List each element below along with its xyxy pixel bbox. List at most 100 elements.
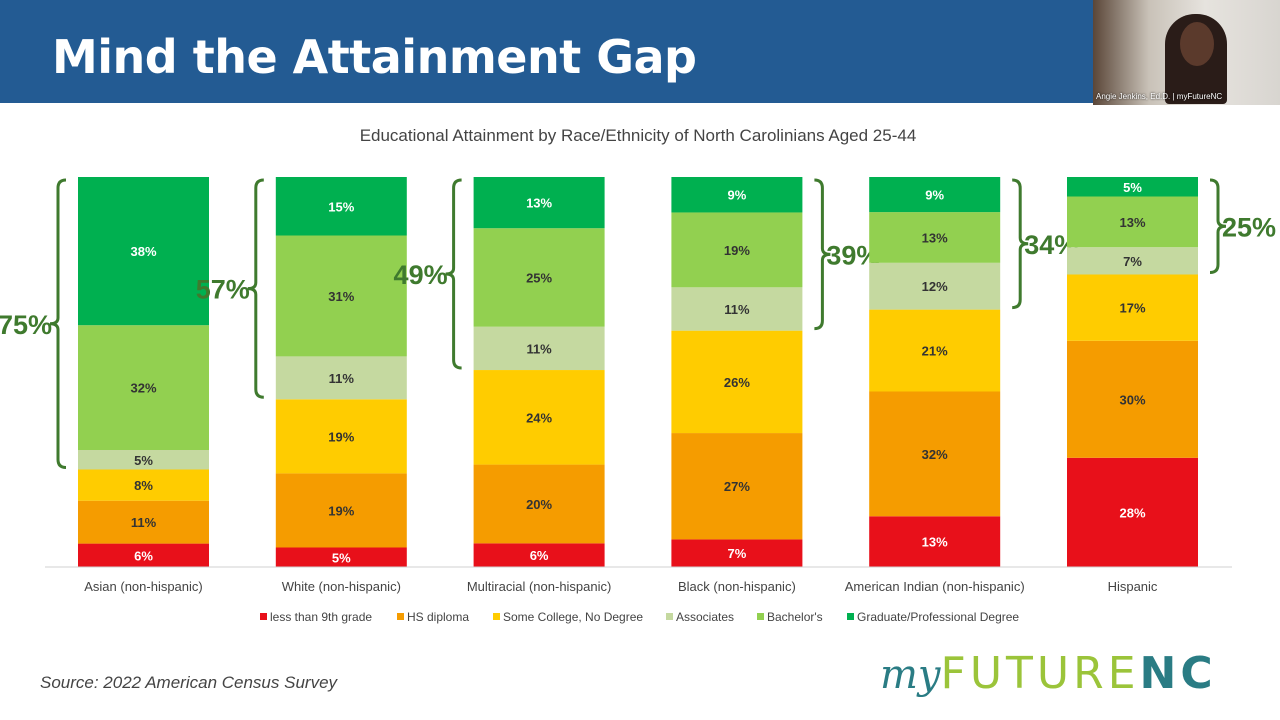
bar-segment — [671, 177, 803, 213]
bar-segment — [869, 212, 1001, 263]
bar-segment — [671, 433, 803, 540]
bracket — [445, 178, 462, 370]
bar-segment — [473, 543, 605, 567]
bar-segment — [275, 356, 407, 400]
bar-segment — [1067, 340, 1198, 458]
category-label: White (non-hispanic) — [282, 579, 401, 594]
bar-segment — [275, 399, 407, 474]
bar-segment — [473, 177, 605, 229]
data-label: 19% — [328, 429, 354, 444]
legend-label: HS diploma — [407, 610, 469, 624]
bracket-total-label: 57% — [196, 275, 250, 305]
myfuturenc-logo: myFUTURENC — [880, 648, 1217, 699]
data-label: 13% — [922, 230, 948, 245]
bar-segment — [78, 500, 209, 544]
data-label: 6% — [530, 548, 549, 563]
title-bar: Mind the Attainment Gap — [0, 0, 1093, 103]
source-note: Source: 2022 American Census Survey — [40, 673, 338, 692]
data-label: 15% — [328, 199, 354, 214]
data-label: 6% — [134, 548, 153, 563]
bar-segment — [671, 287, 803, 331]
bar-segment — [1067, 274, 1198, 341]
bar-segment — [78, 543, 209, 567]
bar-segment — [473, 464, 605, 544]
bar-segment — [1067, 196, 1198, 248]
data-label: 32% — [130, 381, 156, 396]
bar-segment — [1067, 247, 1198, 275]
legend-swatch — [757, 613, 764, 620]
bracket — [247, 178, 264, 399]
bracket — [1012, 178, 1029, 310]
data-label: 5% — [134, 453, 153, 468]
bar-segment — [671, 539, 803, 567]
data-label: 30% — [1119, 392, 1145, 407]
data-label: 11% — [526, 341, 552, 356]
data-label: 24% — [526, 410, 552, 425]
bar-segment — [78, 177, 209, 326]
bar-segment — [78, 325, 209, 450]
bar-segment — [869, 391, 1001, 517]
bar-segment — [869, 262, 1001, 310]
data-label: 28% — [1119, 505, 1145, 520]
bar-segment — [473, 370, 605, 465]
legend-label: less than 9th grade — [270, 610, 372, 624]
data-label: 20% — [526, 497, 552, 512]
legend-label: Graduate/Professional Degree — [857, 610, 1019, 624]
stacked-bar-chart: Educational Attainment by Race/Ethnicity… — [0, 126, 1276, 624]
category-label: Hispanic — [1108, 579, 1158, 594]
data-label: 26% — [724, 375, 750, 390]
data-label: 9% — [728, 188, 747, 203]
bar-segment — [671, 212, 803, 288]
data-label: 11% — [329, 371, 355, 386]
legend-swatch — [397, 613, 404, 620]
data-label: 8% — [134, 478, 153, 493]
bar-segment — [78, 450, 209, 470]
data-label: 32% — [922, 447, 948, 462]
bar-segment — [275, 177, 407, 236]
data-label: 11% — [131, 515, 157, 530]
data-label: 19% — [724, 243, 750, 258]
bar-segment — [1067, 177, 1198, 197]
data-label: 13% — [922, 535, 948, 550]
bar-segment — [275, 235, 407, 357]
bar-segment — [869, 309, 1001, 392]
legend-label: Some College, No Degree — [503, 610, 643, 624]
bracket — [814, 178, 831, 331]
data-label: 21% — [922, 344, 948, 359]
slide-title: Mind the Attainment Gap — [52, 30, 697, 84]
bar-segment — [473, 326, 605, 371]
category-label: Asian (non-hispanic) — [84, 579, 203, 594]
bracket-total-label: 25% — [1222, 212, 1276, 242]
data-label: 12% — [922, 279, 948, 294]
bracket-total-label: 49% — [394, 260, 448, 290]
data-label: 19% — [328, 503, 354, 518]
bracket-total-label: 75% — [0, 310, 52, 340]
legend-swatch — [666, 613, 673, 620]
data-label: 11% — [724, 302, 750, 317]
data-label: 31% — [328, 289, 354, 304]
legend-swatch — [493, 613, 500, 620]
data-label: 7% — [1123, 254, 1142, 269]
bar-segment — [869, 516, 1001, 567]
bar-segment — [275, 473, 407, 548]
data-label: 13% — [1119, 215, 1145, 230]
data-label: 17% — [1119, 301, 1145, 316]
data-label: 13% — [526, 196, 552, 211]
category-label: American Indian (non-hispanic) — [845, 579, 1025, 594]
category-label: Black (non-hispanic) — [678, 579, 796, 594]
bar-segment — [1067, 457, 1198, 567]
bar-segment — [473, 228, 605, 327]
legend-swatch — [847, 613, 854, 620]
legend-label: Bachelor's — [767, 610, 823, 624]
bar-segment — [78, 469, 209, 501]
bracket — [1209, 178, 1227, 274]
bracket — [49, 178, 67, 469]
data-label: 9% — [925, 188, 944, 203]
category-label: Multiracial (non-hispanic) — [467, 579, 612, 594]
data-label: 5% — [332, 550, 351, 565]
bar-segment — [275, 547, 407, 567]
data-label: 5% — [1123, 180, 1142, 195]
webcam-name-label: Angie Jenkins, Ed.D. | myFutureNC — [1096, 92, 1223, 101]
data-label: 38% — [130, 244, 156, 259]
data-label: 27% — [724, 479, 750, 494]
